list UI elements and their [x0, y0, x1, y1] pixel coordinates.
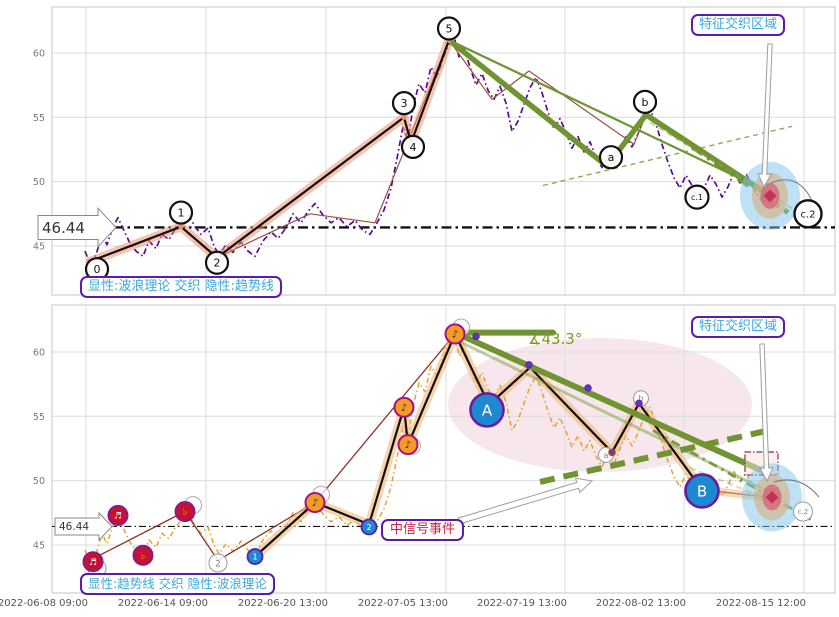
y-tick-label: 60 — [33, 347, 45, 358]
signal-note-red — [107, 504, 129, 526]
signal-note-orange — [444, 323, 466, 345]
wave-label-5-text: 5 — [446, 22, 453, 35]
y-tick-label: 55 — [33, 113, 45, 124]
wave-label-2-text: 2 — [214, 257, 221, 270]
x-tick-label: 2022-08-15 12:00 — [716, 598, 806, 609]
trend-thick-solid — [452, 329, 770, 476]
feature-zone-label-bottom: 特征交织区域 — [691, 316, 786, 338]
panel-caption-bottom: 显性:趋势线 交织 隐性:波浪理论 — [80, 573, 275, 595]
wave-label-c1-text: c.1 — [691, 193, 703, 202]
wave-label-c1 — [684, 184, 710, 210]
wave-label-1 — [168, 200, 194, 225]
y-tick-label: 45 — [33, 242, 45, 253]
signal-note-orange-text: ♪ — [405, 440, 411, 451]
panel-frame — [51, 6, 836, 296]
wave-label-b — [632, 89, 658, 114]
wave-impulse-line — [88, 38, 451, 263]
signal-number-blue-text: 1 — [252, 552, 257, 561]
vertex-dot-a — [608, 448, 616, 457]
vertex-dot — [472, 332, 480, 341]
wave-label-5 — [436, 16, 462, 41]
pivot-dot — [401, 114, 407, 120]
signal-number-blue — [360, 518, 378, 536]
ghost-label-a-text: a — [604, 451, 609, 460]
wave-B-label-text: B — [697, 482, 707, 500]
signal-number-blue — [246, 548, 264, 565]
angle-annotation: ∡43.3° — [528, 330, 583, 348]
wave-label-3-text: 3 — [401, 97, 408, 110]
wave-label-b-text: b — [642, 96, 649, 109]
channel-rising-dashed — [542, 125, 793, 187]
ref-value-text: 46.44 — [42, 219, 85, 237]
y-tick-label: 60 — [33, 48, 45, 59]
panel-frame — [51, 304, 836, 594]
channel-thick-solid — [446, 37, 769, 196]
wave-label-c2-text: c.2 — [800, 209, 815, 220]
signal-note-orange — [393, 396, 415, 418]
ghost-label-2 — [208, 553, 228, 573]
signal-flat-red — [132, 544, 154, 566]
wave-label-3 — [391, 91, 417, 116]
signal-event-label: 中信号事件 — [381, 519, 465, 541]
feature-zone-label-top: 特征交织区域 — [691, 14, 786, 36]
wave-B-label — [684, 473, 720, 509]
wave-label-a — [598, 145, 624, 170]
wave-label-4-text: 4 — [410, 141, 417, 154]
ref-value-text: 46.44 — [59, 521, 89, 533]
signal-note-orange-text: ♪ — [401, 403, 407, 414]
signal-note-orange — [397, 434, 419, 456]
x-tick-label: 2022-08-02 13:00 — [596, 598, 686, 609]
signal-note-red — [82, 551, 104, 573]
signal-note-orange — [304, 492, 326, 514]
signal-flat-red — [174, 501, 196, 523]
x-tick-label: 2022-07-19 13:00 — [477, 598, 567, 609]
ref-value-pointer — [37, 207, 117, 248]
ghost-label-c2 — [793, 501, 813, 522]
y-tick-label: 50 — [33, 177, 45, 188]
x-tick-label: 2022-07-05 13:00 — [358, 598, 448, 609]
ghost-label-b-text: b — [638, 394, 643, 403]
channel-thin-solid — [448, 39, 767, 192]
y-tick-label: 45 — [33, 541, 45, 552]
pivot-dot — [178, 224, 184, 230]
feature-zone-pointer-arrow — [757, 43, 773, 189]
wave-label-c2 — [793, 199, 823, 229]
y-tick-label: 55 — [33, 412, 45, 423]
wave-label-4 — [400, 134, 426, 160]
x-tick-label: 2022-06-20 13:00 — [238, 598, 328, 609]
trend-thick-dashed — [539, 427, 769, 485]
vertex-dot — [635, 399, 643, 408]
signal-flat-red-text: ♭ — [183, 507, 188, 518]
target-leader-curve — [773, 479, 820, 498]
wave-label-0-text: 0 — [94, 263, 101, 276]
target-leader-curve — [770, 179, 814, 204]
wave-A-label — [469, 392, 505, 428]
signal-number-blue-text: 2 — [366, 523, 371, 532]
signal-note-red-text: ♬ — [114, 512, 122, 522]
ref-value-pointer — [54, 511, 113, 542]
wave-A-label-text: A — [482, 401, 493, 419]
ghost-label-c2-text: c.2 — [798, 508, 809, 516]
x-tick-label: 2022-06-08 09:00 — [0, 598, 88, 609]
wave-label-1-text: 1 — [178, 206, 185, 219]
signal-direction-arrow — [457, 477, 594, 525]
x-tick-label: 2022-06-14 09:00 — [118, 598, 208, 609]
vertex-dot — [525, 361, 533, 369]
signal-flat-red-text: ♭ — [141, 551, 146, 562]
ghost-label-2-text: 2 — [215, 559, 221, 569]
signal-note-red-text: ♬ — [89, 558, 97, 568]
wave-label-a-text: a — [608, 151, 615, 164]
hidden-price-line — [84, 35, 771, 265]
vertex-dot — [584, 384, 592, 392]
y-tick-label: 50 — [33, 476, 45, 487]
feature-zone-pointer-arrow — [759, 343, 774, 483]
signal-note-orange-text: ♪ — [452, 330, 458, 341]
panel-caption-top: 显性:波浪理论 交织 隐性:趋势线 — [80, 276, 283, 298]
signal-note-orange-text: ♪ — [312, 498, 318, 509]
wave-label-2 — [204, 250, 230, 275]
